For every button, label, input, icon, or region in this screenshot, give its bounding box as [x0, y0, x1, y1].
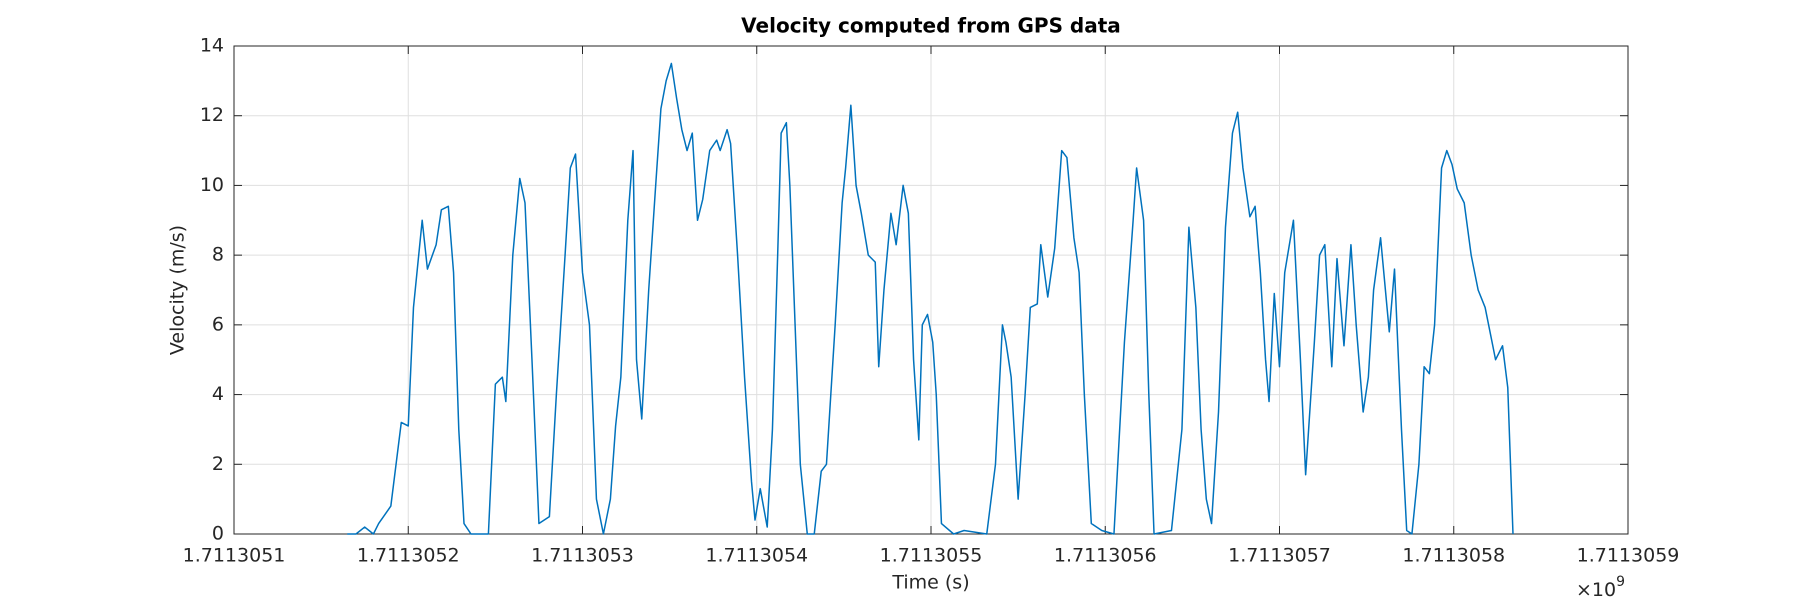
y-tick-label: 8: [212, 244, 224, 266]
y-tick-label: 12: [200, 104, 224, 126]
plot-frame: [233, 45, 1629, 535]
x-tick-label: 1.7113056: [1054, 545, 1157, 567]
x-tick-label: 1.7113057: [1228, 545, 1331, 567]
y-tick-label: 14: [200, 35, 224, 57]
x-tick-label: 1.7113054: [705, 545, 808, 567]
x-exponent: ×109: [1576, 574, 1625, 600]
x-tick-label: 1.7113058: [1402, 545, 1505, 567]
x-tick-label: 1.7113051: [183, 545, 286, 567]
data-line: [347, 62, 1514, 535]
x-exponent-power: 9: [1616, 574, 1625, 590]
y-tick-label: 2: [212, 453, 224, 475]
y-tick-label: 10: [200, 174, 224, 196]
y-tick-label: 4: [212, 383, 224, 405]
y-tick-label: 0: [212, 523, 224, 545]
y-axis-label: Velocity (m/s): [167, 225, 189, 355]
y-tick-label: 6: [212, 313, 224, 335]
x-tick-label: 1.7113055: [880, 545, 983, 567]
x-exponent-base: ×10: [1576, 579, 1616, 600]
x-tick-label: 1.7113052: [357, 545, 460, 567]
x-tick-label: 1.7113059: [1577, 545, 1680, 567]
x-axis-label: Time (s): [891, 572, 969, 594]
x-tick-label: 1.7113053: [531, 545, 634, 567]
chart-title: Velocity computed from GPS data: [741, 14, 1121, 38]
